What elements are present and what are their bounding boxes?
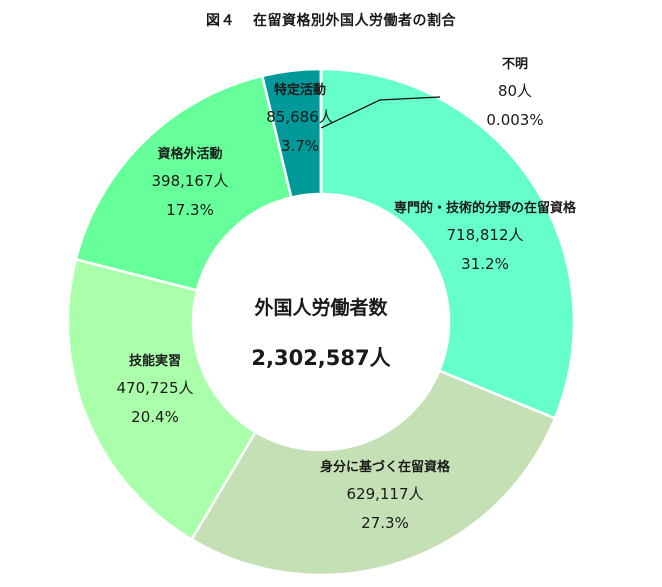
center-total: 2,302,587人: [251, 346, 391, 370]
segment-name: 身分に基づく在留資格: [319, 460, 450, 475]
leader-line-unknown: [320, 96, 441, 129]
segment-pct: 31.2%: [461, 255, 509, 273]
chart-title: 図４ 在留資格別外国人労働者の割合: [0, 10, 662, 30]
donut-hole: [193, 194, 449, 450]
segment-name: 特定活動: [273, 83, 326, 98]
label-fumei: 不明 80人 0.003%: [470, 58, 560, 128]
segment-count: 470,725人: [116, 379, 194, 397]
label-mibun: 身分に基づく在留資格 629,117人 27.3%: [285, 461, 485, 531]
label-senmon: 専門的・技術的分野の在留資格 718,812人 31.2%: [360, 202, 610, 272]
segment-pct: 27.3%: [361, 514, 409, 532]
center-label: 外国人労働者数 2,302,587人: [221, 0, 421, 372]
segment-count: 629,117人: [346, 485, 424, 503]
segment-pct: 20.4%: [131, 408, 179, 426]
segment-count: 80人: [497, 82, 533, 100]
segment-count: 718,812人: [446, 226, 524, 244]
segment-name: 技能実習: [128, 354, 181, 369]
segment-pct: 17.3%: [166, 201, 214, 219]
segment-count: 85,686人: [266, 108, 334, 126]
label-shikakugai: 資格外活動 398,167人 17.3%: [130, 148, 250, 218]
segment-count: 398,167人: [151, 172, 229, 190]
label-ginou: 技能実習 470,725人 20.4%: [95, 355, 215, 425]
label-tokutei: 特定活動 85,686人 3.7%: [250, 84, 350, 154]
segment-name: 不明: [501, 57, 528, 72]
segment-name: 資格外活動: [157, 147, 223, 162]
segment-pct: 0.003%: [486, 111, 544, 129]
segment-name: 専門的・技術的分野の在留資格: [393, 201, 576, 216]
segment-pct: 3.7%: [280, 137, 320, 155]
title-text: 在留資格別外国人労働者の割合: [253, 13, 456, 29]
center-title: 外国人労働者数: [254, 297, 388, 319]
figure-number: 図４: [206, 13, 235, 29]
